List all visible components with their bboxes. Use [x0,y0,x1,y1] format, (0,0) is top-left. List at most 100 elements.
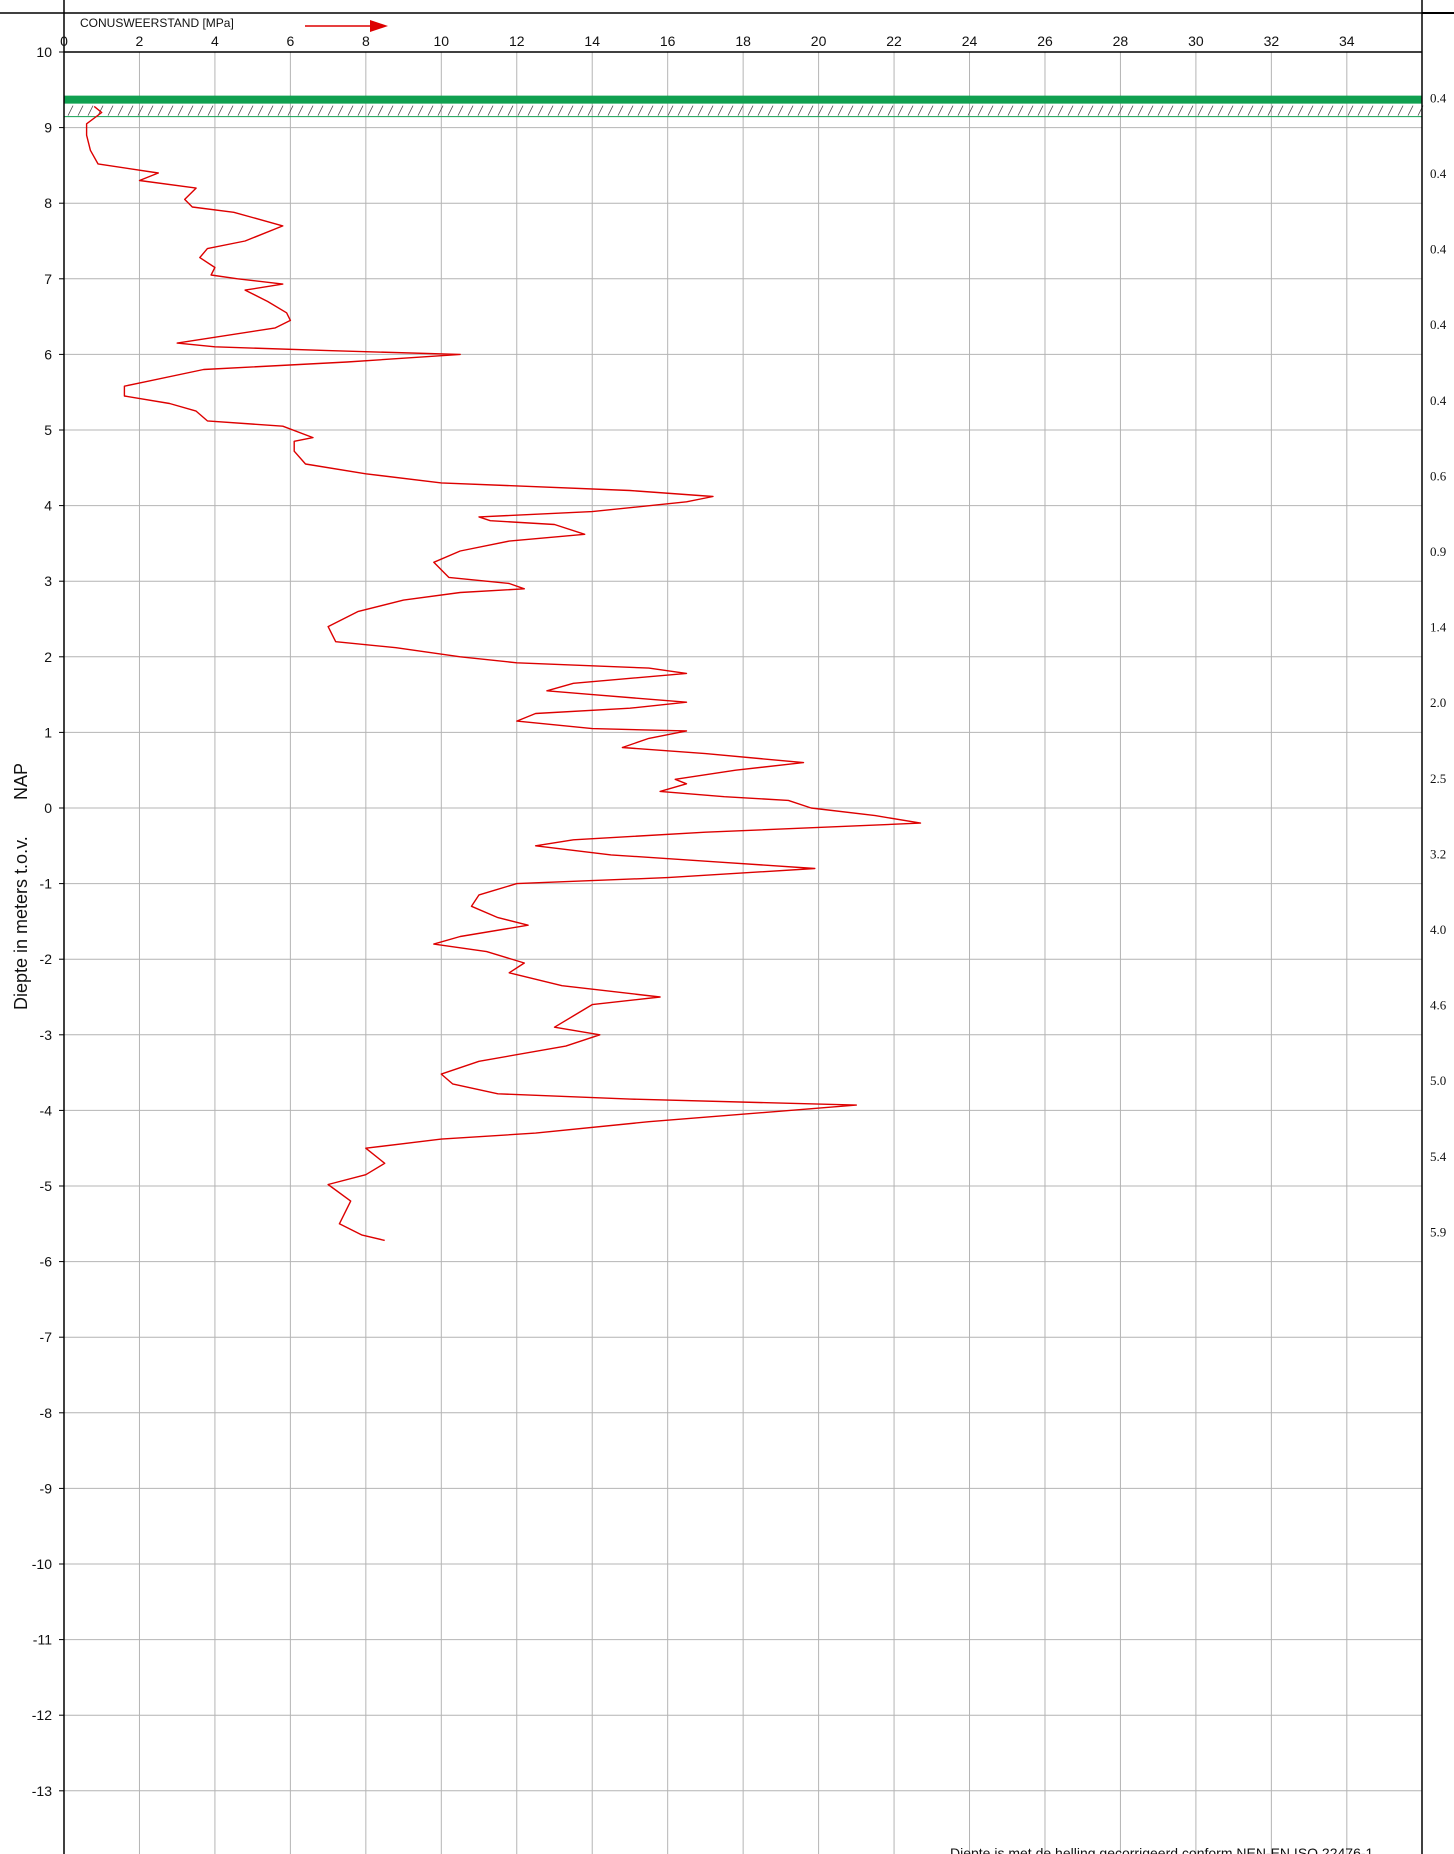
ground-hatch [1137,105,1144,116]
ground-hatch [547,105,554,116]
right-scale-value: 5.4 [1430,1149,1447,1164]
ground-hatch [1117,105,1124,116]
ground-hatch [1067,105,1074,116]
ground-hatch [1327,105,1334,116]
ground-hatch [997,105,1004,116]
ground-hatch [607,105,614,116]
ground-hatch [1167,105,1174,116]
ground-hatch [87,105,94,116]
x-tick-label: 22 [886,33,902,49]
ground-hatch [1247,105,1254,116]
right-scale-value: 0.4 [1430,242,1447,257]
ground-hatch [1377,105,1384,116]
x-tick-label: 8 [362,33,370,49]
ground-hatch [467,105,474,116]
ground-hatch [327,105,334,116]
right-scale-value: 0.9 [1430,544,1446,559]
ground-hatch [177,105,184,116]
ground-band [64,95,1422,104]
ground-hatch [507,105,514,116]
ground-hatch [267,105,274,116]
ground-hatch [977,105,984,116]
ground-hatch [1057,105,1064,116]
ground-hatch [347,105,354,116]
x-tick-label: 2 [136,33,144,49]
ground-hatch [1267,105,1274,116]
ground-hatch [867,105,874,116]
ground-hatch [1187,105,1194,116]
right-scale-value: 5.9 [1430,1224,1446,1239]
ground-hatch [1237,105,1244,116]
ground-hatch [257,105,264,116]
ground-hatch [987,105,994,116]
ground-hatch [1217,105,1224,116]
ground-hatch [1317,105,1324,116]
x-tick-label: 32 [1264,33,1280,49]
ground-hatch [567,105,574,116]
x-tick-label: 34 [1339,33,1355,49]
ground-hatch [897,105,904,116]
ground-hatch [827,105,834,116]
ground-hatch [1147,105,1154,116]
direction-arrow-icon [305,20,388,32]
ground-hatch [637,105,644,116]
ground-hatch [1297,105,1304,116]
ground-hatch [557,105,564,116]
y-tick-label: -1 [40,876,53,892]
ground-hatch [907,105,914,116]
ground-hatch [817,105,824,116]
ground-hatch [207,105,214,116]
x-tick-label: 0 [60,33,68,49]
y-axis-reference-label: NAP [11,763,31,800]
y-tick-label: 2 [44,649,52,665]
y-tick-label: -4 [40,1102,53,1118]
ground-hatch [487,105,494,116]
ground-hatch [1357,105,1364,116]
ground-hatch [857,105,864,116]
ground-hatch [497,105,504,116]
y-tick-label: 3 [44,573,52,589]
ground-hatch [337,105,344,116]
ground-hatch [657,105,664,116]
cone-resistance-line [85,105,922,1242]
ground-hatch [477,105,484,116]
x-tick-label: 10 [434,33,450,49]
right-scale-value: 5.0 [1430,1073,1446,1088]
ground-hatch [627,105,634,116]
y-tick-label: -13 [32,1783,52,1799]
ground-hatch [427,105,434,116]
ground-hatch [457,105,464,116]
y-tick-label: -8 [40,1405,53,1421]
ground-hatch [697,105,704,116]
ground-hatch [1407,105,1414,116]
ground-hatch [1227,105,1234,116]
ground-hatch [107,105,114,116]
right-scale-value: 0.4 [1430,90,1447,105]
right-scale-value: 3.2 [1430,846,1446,861]
x-tick-label: 6 [286,33,294,49]
ground-hatch [1307,105,1314,116]
ground-hatch [1277,105,1284,116]
ground-hatch [277,105,284,116]
ground-hatch [837,105,844,116]
ground-hatch [947,105,954,116]
ground-hatch [387,105,394,116]
ground-hatch [1017,105,1024,116]
ground-hatch [137,105,144,116]
ground-hatch [197,105,204,116]
ground-hatch [797,105,804,116]
ground-hatch [707,105,714,116]
series-layer [85,105,922,1242]
ground-hatch [437,105,444,116]
y-tick-label: -12 [32,1707,52,1723]
ground-hatch [407,105,414,116]
y-tick-label: -9 [40,1480,53,1496]
x-tick-label: 28 [1113,33,1129,49]
y-tick-label: -11 [33,1632,52,1648]
ground-hatch [1127,105,1134,116]
y-tick-label: -3 [40,1027,53,1043]
ground-hatch [647,105,654,116]
y-tick-label: -7 [40,1329,53,1345]
ground-hatch [1037,105,1044,116]
ground-hatch [1367,105,1374,116]
